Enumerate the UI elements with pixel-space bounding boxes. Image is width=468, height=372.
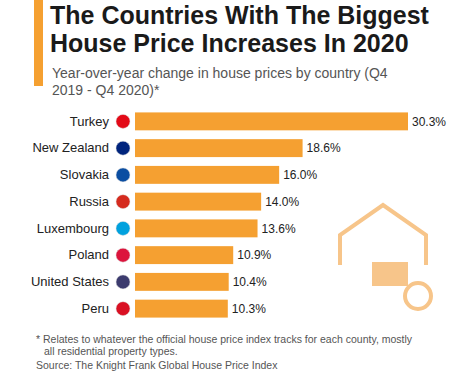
tick: Turkey [70, 114, 110, 129]
data-label: 10.9% [237, 248, 271, 262]
bar [135, 300, 228, 318]
chart: The Countries With The BiggestHouse Pric… [0, 0, 468, 372]
flag [116, 248, 130, 262]
source: Source: The Knight Frank Global House Pr… [36, 359, 278, 371]
flag [116, 114, 130, 128]
flag [116, 221, 130, 235]
flag [116, 275, 130, 289]
bar [135, 139, 303, 157]
data-label: 10.3% [232, 302, 266, 316]
bars [135, 112, 408, 317]
tick-label: Peru [82, 301, 109, 316]
tick-label: Poland [69, 247, 109, 262]
money-shape [372, 262, 408, 286]
data-label: 10.4% [233, 275, 267, 289]
data-label: 30.3% [412, 115, 446, 129]
tick: Luxembourg [37, 221, 109, 236]
tick-label: Turkey [70, 114, 110, 129]
tick: United States [31, 274, 110, 289]
data-label: 14.0% [265, 195, 299, 209]
data-label: 13.6% [262, 222, 296, 236]
tick-label: Russia [69, 194, 110, 209]
data-label: 18.6% [307, 141, 341, 155]
bar [135, 193, 261, 211]
footnote: * Relates to whatever the official house… [36, 333, 413, 357]
flag [116, 141, 130, 155]
tick-label: Luxembourg [37, 221, 109, 236]
flag [116, 302, 130, 316]
tick: Poland [69, 247, 109, 262]
percent-shape [405, 283, 431, 309]
tick: Slovakia [60, 167, 110, 182]
tick: Russia [69, 194, 110, 209]
flags [116, 114, 130, 315]
flag [116, 195, 130, 209]
bar [135, 219, 258, 237]
bar [135, 273, 229, 291]
house-icon [340, 205, 431, 309]
accent-bar [34, 0, 43, 86]
subtitle: Year-over-year change in house prices by… [52, 65, 388, 98]
tick: New Zealand [32, 140, 109, 155]
data-label: 16.0% [283, 168, 317, 182]
bar [135, 246, 233, 264]
y-axis: Turkey New Zealand Slovakia Russia Luxembour… [31, 114, 110, 316]
tick-label: New Zealand [32, 140, 109, 155]
data-labels: 30.3% 18.6% 16.0% 14.0% 13.6% 10.9% 10.4% 10.3% [232, 115, 447, 316]
house-outline [340, 205, 426, 265]
flag [116, 168, 130, 182]
bar [135, 112, 408, 130]
tick: Peru [82, 301, 109, 316]
tick-label: Slovakia [60, 167, 110, 182]
tick-label: United States [31, 274, 110, 289]
bar [135, 166, 279, 184]
title: The Countries With The BiggestHouse Pric… [50, 1, 430, 57]
